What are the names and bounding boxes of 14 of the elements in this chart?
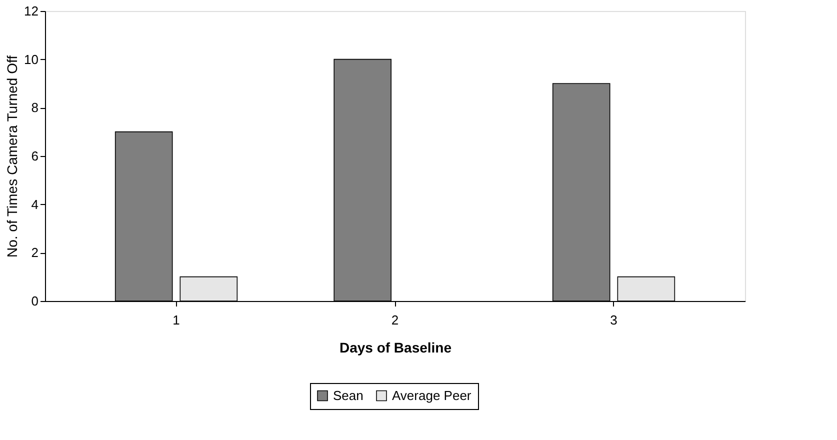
x-axis-title: Days of Baseline (339, 340, 452, 356)
y-tick-label: 12 (24, 4, 38, 18)
x-tick-label: 3 (610, 312, 618, 328)
legend-label: Sean (333, 388, 364, 403)
y-tick-label: 10 (24, 52, 38, 67)
x-tick-label: 2 (391, 312, 399, 328)
y-tick-label: 6 (31, 148, 38, 164)
y-tick-label: 0 (31, 294, 38, 308)
y-tick-label: 4 (31, 196, 38, 212)
x-tick-label: 1 (172, 312, 180, 328)
legend-label: Average Peer (392, 388, 472, 403)
y-tick-label: 2 (31, 245, 38, 260)
y-tick-label: 8 (31, 100, 38, 116)
y-axis-title: No. of Times Camera Turned Off (4, 55, 20, 258)
